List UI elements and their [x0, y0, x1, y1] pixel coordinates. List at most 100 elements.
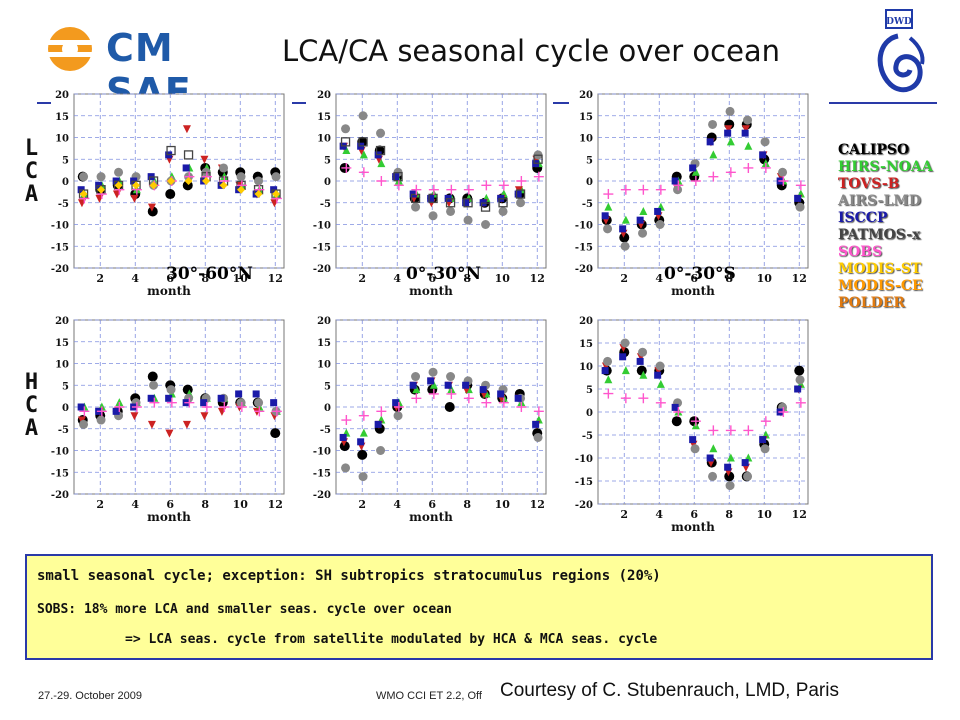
y-tick-label: -10: [313, 221, 331, 232]
y-tick-label: 15: [579, 339, 593, 350]
point-sobs: [219, 402, 230, 412]
point-airs-lmd: [463, 215, 473, 225]
point-isccp: [706, 138, 714, 146]
point-sobs: [463, 393, 474, 404]
point-sobs: [428, 184, 439, 195]
legend-item-polder: POLDER: [838, 295, 906, 311]
y-tick-label: 20: [55, 90, 69, 101]
point-airs-lmd: [254, 176, 264, 186]
point-sobs: [533, 171, 544, 182]
chart-lca-0-30s: 20 15 10 5 0 -5 -10 -15 -20 2 4 6 8 10 12 month: [575, 90, 809, 298]
point-calipso: [339, 441, 350, 452]
x-tick-label: 4: [655, 508, 663, 521]
point-airs-lmd: [778, 167, 788, 177]
cmsaf-logo: CM SAF: [40, 18, 270, 114]
row-label-hca: HCA: [19, 370, 44, 443]
x-tick-label: 2: [620, 508, 628, 521]
x-tick-label: 6: [166, 498, 174, 511]
point-isccp: [532, 420, 540, 428]
point-sobs: [341, 415, 352, 426]
legend-item-airs-lmd: AIRS-LMD: [838, 193, 921, 209]
point-isccp: [636, 357, 644, 365]
point-sobs: [690, 416, 701, 427]
point-patmos-x: [515, 189, 526, 199]
point-airs-lmd: [341, 463, 351, 473]
point-isccp: [724, 463, 732, 471]
x-tick-label: 6: [690, 508, 698, 521]
y-tick-label: 5: [586, 155, 593, 166]
point-tovs-b: [130, 194, 139, 203]
region-label-0-30s: 0°-30°S: [664, 264, 736, 284]
point-isccp: [601, 212, 609, 220]
x-tick-label: 10: [495, 498, 511, 511]
point-calipso: [270, 428, 281, 439]
point-hirs-noaa: [604, 375, 613, 384]
point-isccp: [619, 353, 627, 361]
point-airs-lmd: [376, 128, 386, 138]
point-calipso: [147, 371, 158, 382]
point-patmos-x: [166, 145, 176, 156]
point-patmos-x: [340, 137, 351, 147]
point-sobs: [201, 402, 212, 412]
y-tick-label: -20: [313, 264, 331, 275]
x-tick-label: 4: [393, 272, 401, 285]
y-tick-label: -10: [575, 221, 593, 232]
x-tick-label: 6: [428, 498, 436, 511]
point-airs-lmd: [446, 206, 456, 216]
point-airs-lmd: [271, 172, 281, 182]
point-airs-lmd: [795, 202, 805, 212]
point-calipso: [724, 471, 735, 482]
point-sobs: [725, 425, 736, 436]
point-airs-lmd: [620, 241, 630, 251]
point-airs-lmd: [620, 338, 630, 348]
x-axis-label: month: [671, 520, 715, 534]
y-tick-label: 10: [55, 134, 69, 145]
y-tick-label: -5: [320, 199, 331, 210]
point-patmos-x: [428, 193, 438, 204]
point-sobs: [481, 180, 492, 191]
point-airs-lmd: [358, 472, 368, 482]
point-isccp: [794, 385, 802, 393]
point-sobs: [708, 171, 719, 182]
point-isccp: [636, 216, 644, 224]
point-isccp: [689, 164, 697, 172]
point-hirs-noaa: [656, 379, 665, 388]
y-tick-label: 20: [317, 316, 331, 327]
point-sobs: [673, 180, 684, 191]
point-airs-lmd: [603, 224, 613, 234]
page-title: LCA/CA seasonal cycle over ocean: [282, 34, 781, 68]
header-rule-1: [37, 102, 51, 104]
point-hirs-noaa: [604, 202, 613, 211]
point-sobs: [411, 184, 422, 195]
x-tick-label: 2: [96, 272, 104, 285]
point-isccp: [357, 438, 365, 446]
point-tovs-b: [147, 420, 156, 429]
y-tick-label: 0: [586, 408, 593, 419]
point-calipso: [165, 189, 176, 200]
point-sobs: [271, 406, 282, 417]
point-airs-lmd: [725, 481, 735, 491]
notes-box: small seasonal cycle; exception: SH subt…: [25, 554, 933, 660]
point-isccp: [462, 199, 470, 207]
point-isccp: [112, 407, 120, 415]
point-sobs: [690, 176, 701, 186]
point-airs-lmd: [341, 124, 351, 134]
point-airs-lmd: [411, 372, 421, 382]
point-sobs: [376, 176, 387, 186]
x-tick-label: 2: [96, 498, 104, 511]
point-patmos-x: [358, 137, 368, 147]
y-tick-label: -15: [575, 477, 593, 488]
x-tick-label: 10: [233, 272, 249, 285]
x-tick-label: 12: [530, 498, 545, 511]
point-airs-lmd: [498, 206, 508, 216]
y-tick-label: -15: [313, 242, 331, 253]
note-line-1: small seasonal cycle; exception: SH subt…: [37, 568, 661, 584]
point-hirs-noaa: [377, 159, 386, 168]
y-tick-label: -10: [51, 221, 69, 232]
y-tick-label: -5: [58, 199, 69, 210]
point-calipso: [444, 402, 455, 412]
point-isccp: [147, 394, 155, 402]
y-tick-label: -15: [51, 242, 69, 253]
header-rule-4: [829, 102, 937, 104]
point-airs-lmd: [743, 471, 753, 481]
